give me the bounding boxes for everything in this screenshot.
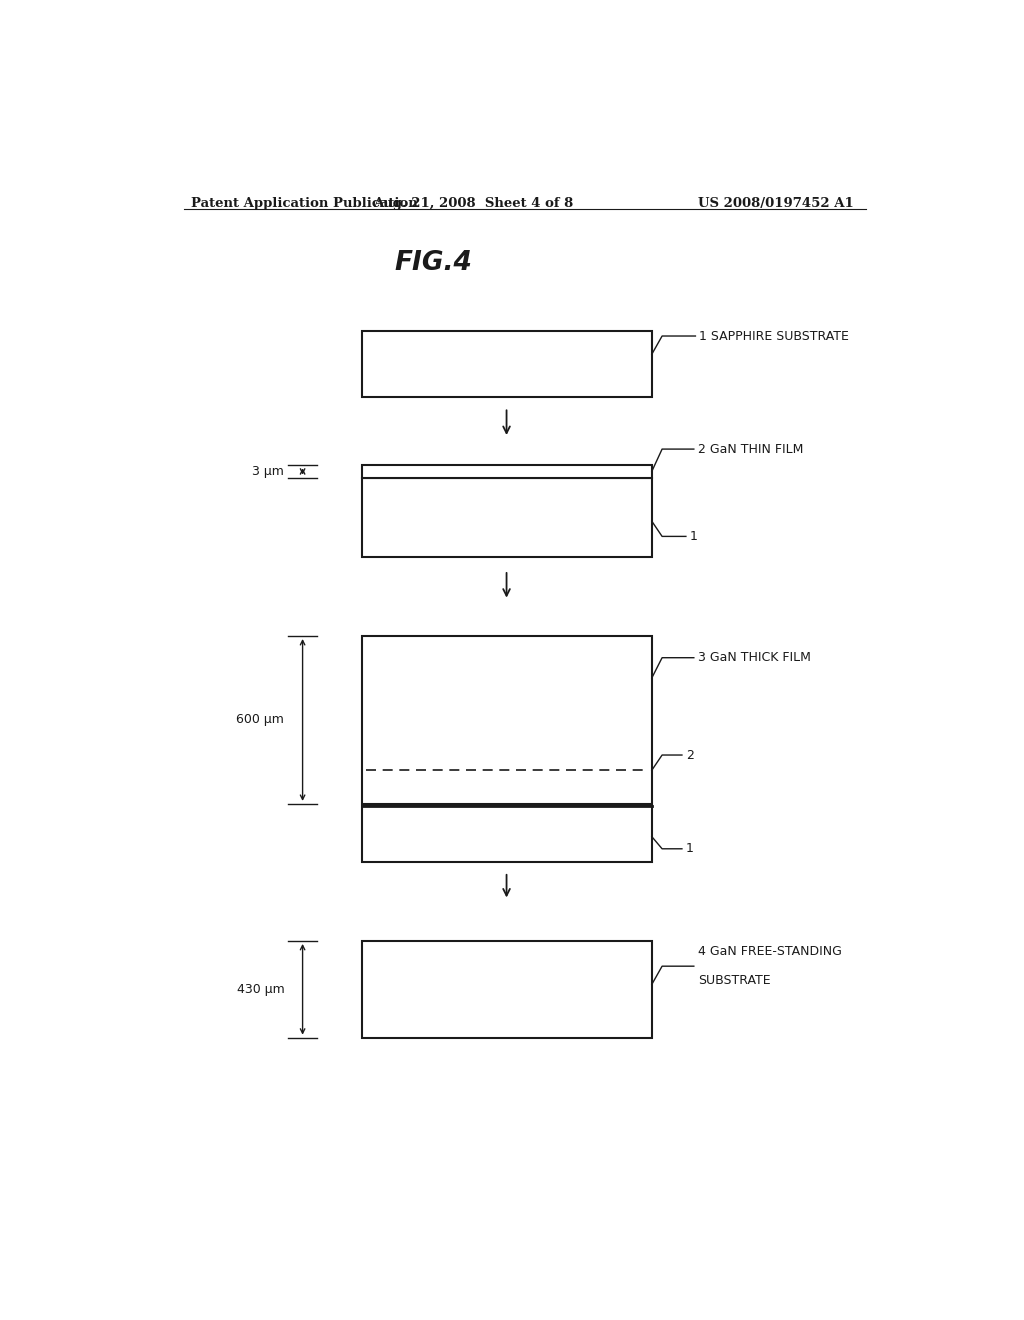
Text: 1: 1 xyxy=(686,842,694,855)
Text: 600 μm: 600 μm xyxy=(237,714,285,726)
Text: 1 SAPPHIRE SUBSTRATE: 1 SAPPHIRE SUBSTRATE xyxy=(699,330,849,342)
Text: SUBSTRATE: SUBSTRATE xyxy=(697,974,770,987)
Text: Patent Application Publication: Patent Application Publication xyxy=(191,197,418,210)
Text: US 2008/0197452 A1: US 2008/0197452 A1 xyxy=(698,197,854,210)
Text: 3 μm: 3 μm xyxy=(253,465,285,478)
Bar xyxy=(362,805,651,862)
Bar xyxy=(362,331,651,397)
Text: Aug. 21, 2008  Sheet 4 of 8: Aug. 21, 2008 Sheet 4 of 8 xyxy=(373,197,573,210)
Bar xyxy=(362,941,651,1038)
Text: 3 GaN THICK FILM: 3 GaN THICK FILM xyxy=(697,651,811,664)
Text: 4 GaN FREE-STANDING: 4 GaN FREE-STANDING xyxy=(697,945,842,958)
Bar xyxy=(362,636,651,804)
Bar xyxy=(362,478,651,557)
Text: 2: 2 xyxy=(686,748,694,762)
Text: FIG.4: FIG.4 xyxy=(394,249,472,276)
Text: 1: 1 xyxy=(690,529,697,543)
Bar xyxy=(362,466,651,478)
Text: 430 μm: 430 μm xyxy=(237,983,285,995)
Text: 2 GaN THIN FILM: 2 GaN THIN FILM xyxy=(697,442,803,455)
